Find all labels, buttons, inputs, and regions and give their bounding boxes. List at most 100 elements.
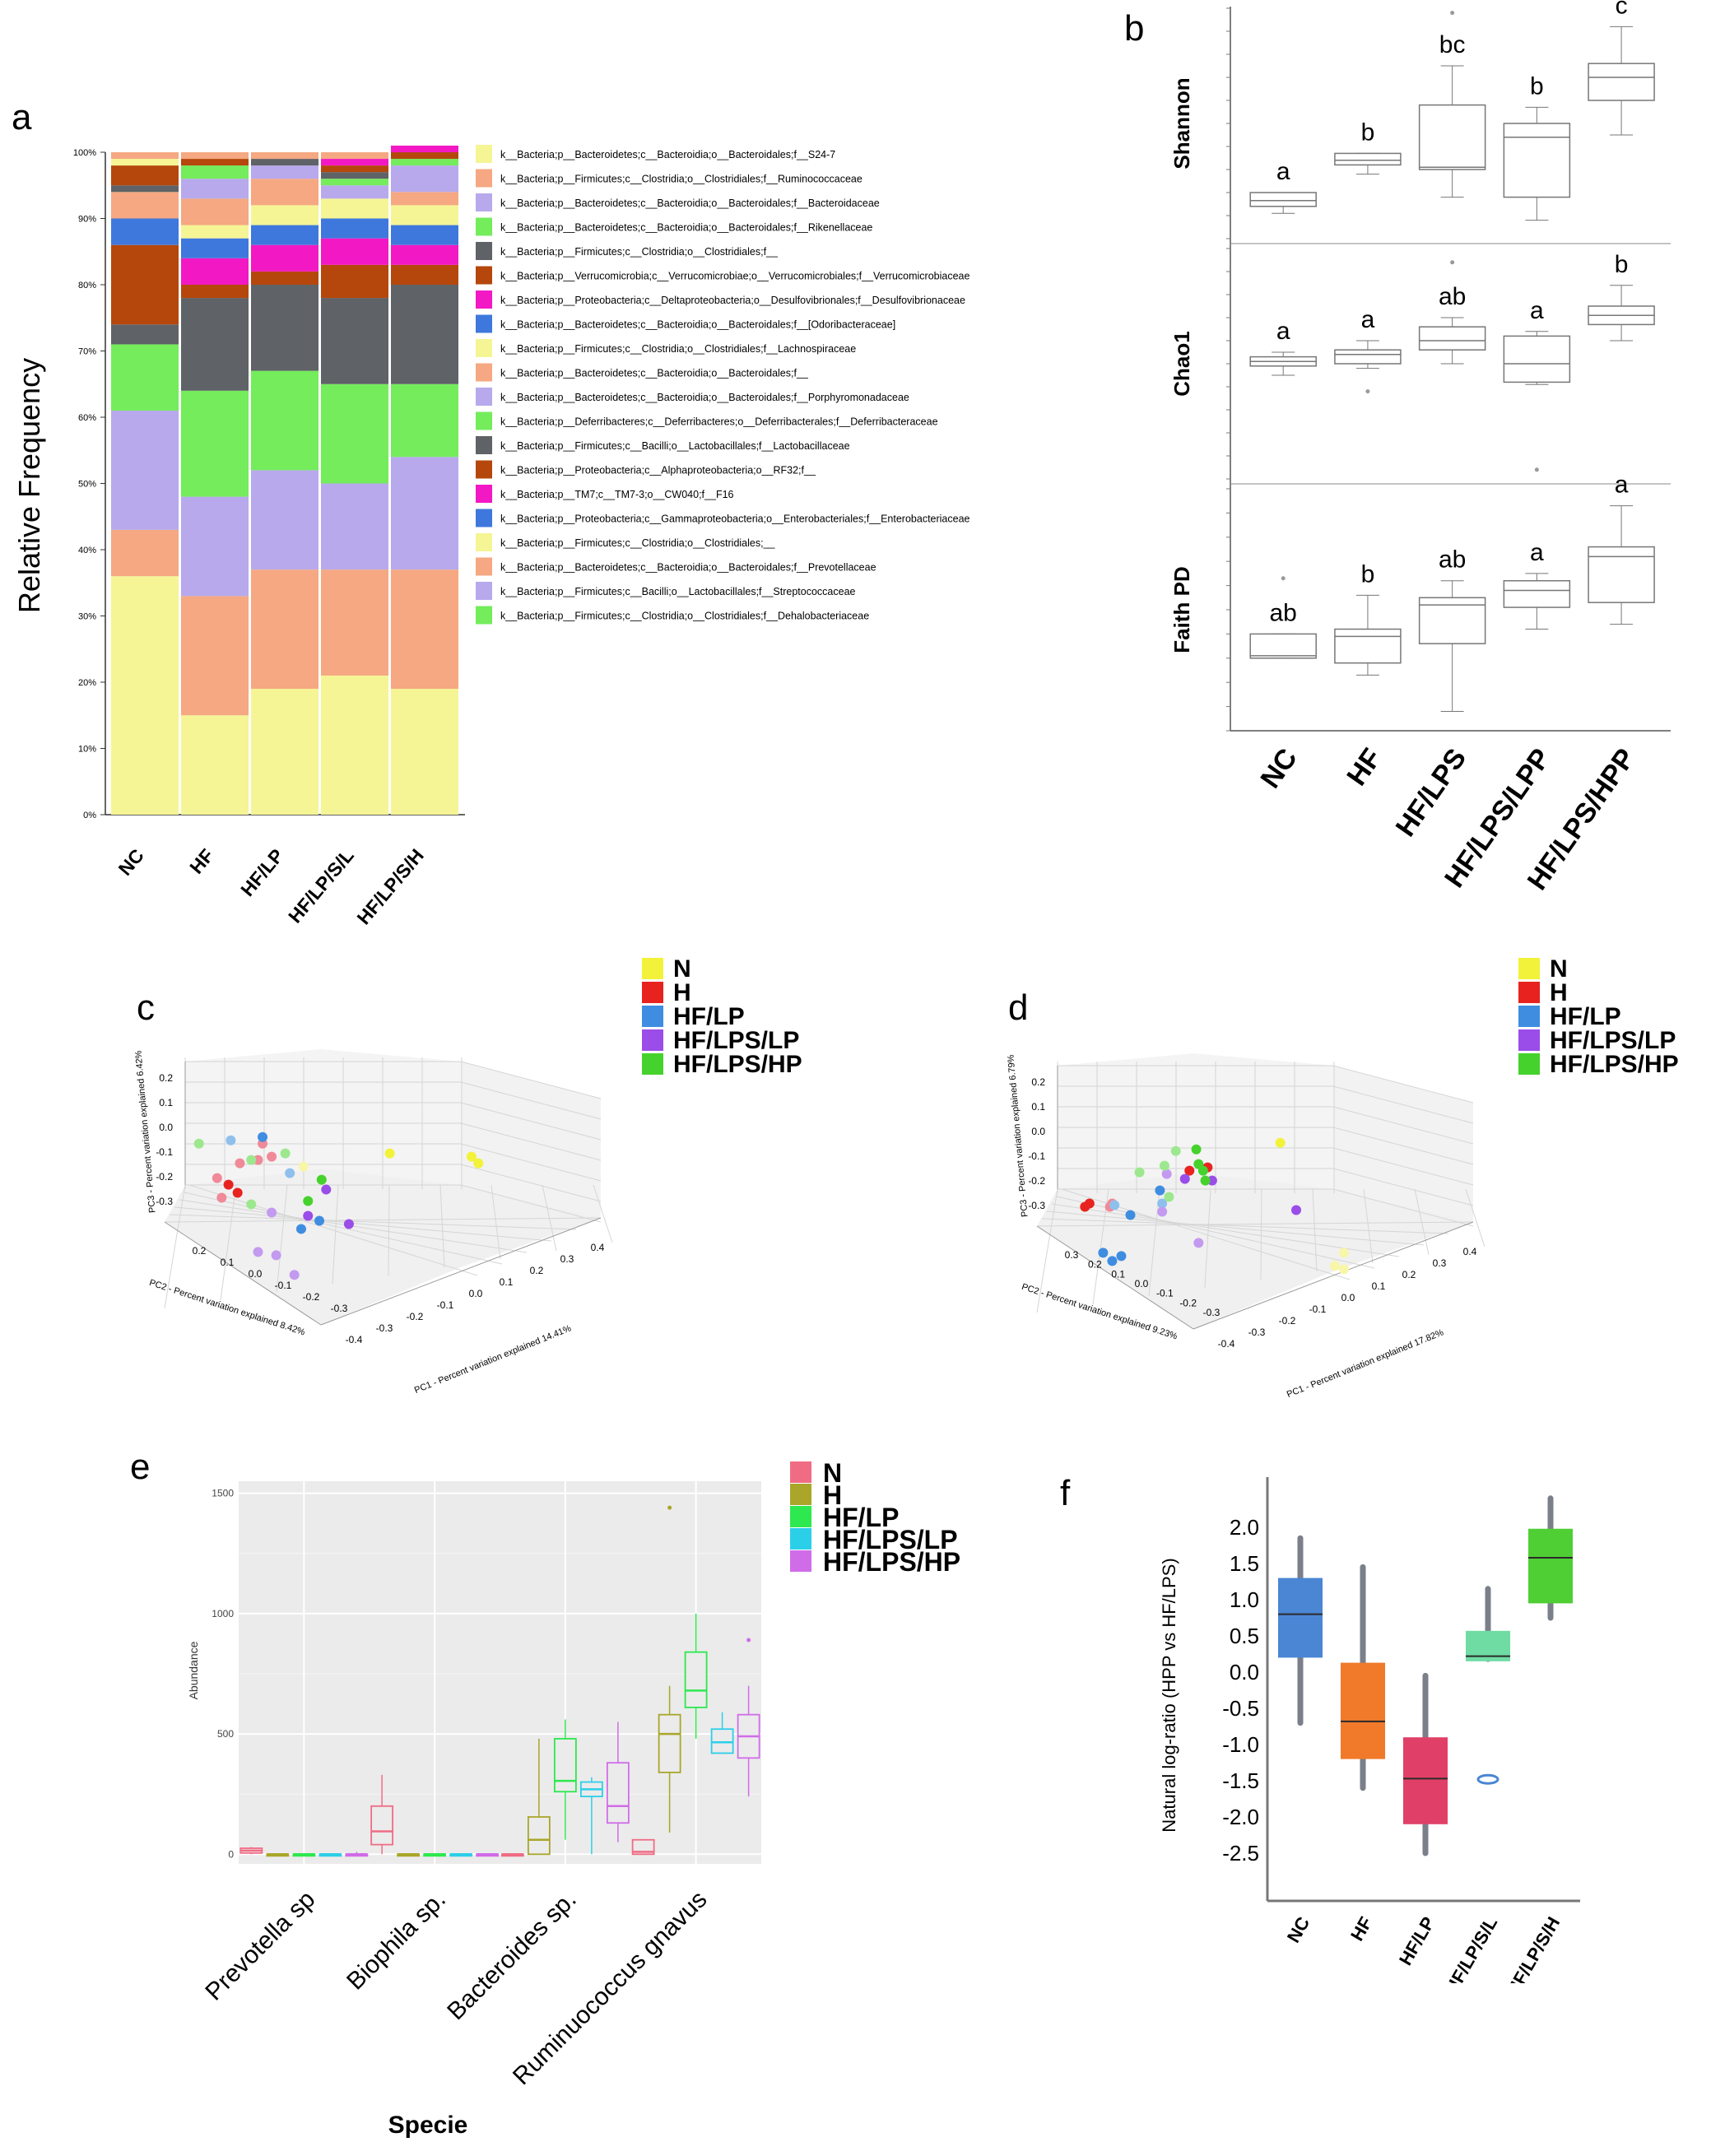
data-point [1125, 1210, 1136, 1220]
bar-segment [251, 159, 318, 166]
y-tick-label: 0% [83, 811, 96, 820]
legend-label: k__Bacteria;p__TM7;c__TM7-3;o__CW040;f__… [500, 489, 734, 500]
data-point [1107, 1256, 1118, 1266]
data-point [1159, 1160, 1169, 1171]
x-tick-label: 0.2 [530, 1265, 544, 1276]
legend-swatch [1518, 1029, 1540, 1051]
bar-segment [111, 529, 179, 577]
y-tick-label: 0.0 [1230, 1660, 1259, 1684]
panel-f-log-ratio-boxplot: 2.0 1.5 1.0 0.5 0.0 -0.5 -1.0 -1.5 -2.0 -2.5 Natur… [1136, 1457, 1597, 2000]
x-tick-label: 0.1 [1372, 1280, 1386, 1292]
data-point [1207, 1175, 1217, 1186]
y-tick-label: -0.5 [1222, 1696, 1259, 1721]
x-tick-label: -0.4 [1218, 1338, 1235, 1350]
x-category-label: HF [1341, 743, 1388, 792]
box [1528, 1528, 1573, 1604]
bar-segment [251, 165, 318, 179]
bar-segment [251, 225, 318, 245]
data-point [384, 1148, 395, 1159]
x-axis-title: Specie [388, 2112, 468, 2139]
grid-line [164, 1217, 602, 1223]
legend-swatch [476, 411, 492, 430]
panel-b-alpha-diversity-boxplots: Shannon a b bc b c Chao1 a a ab a b Faith PD ab b ab a a N… [1152, 0, 1687, 913]
pcoa-3d-svg-c: 0.2 0.1 0.0 -0.1 -0.2 -0.3 0.2 0.1 0.0 -0.1 -0.2 -0… [133, 955, 802, 1396]
bar-segment [391, 225, 458, 245]
bar-segment [181, 198, 249, 225]
legend-swatch [476, 388, 492, 406]
significance-letter: a [1530, 297, 1544, 324]
y-tick-label: 1.0 [1230, 1587, 1259, 1612]
box [1249, 192, 1317, 207]
bar-segment [391, 457, 458, 570]
bar-segment [111, 185, 179, 193]
grid-line [276, 1184, 288, 1293]
data-point [1179, 1173, 1190, 1184]
data-point [289, 1270, 300, 1280]
grid-line [1036, 1221, 1474, 1227]
grid-line [174, 1206, 552, 1242]
bar-segment [181, 238, 249, 258]
outlier-point [1450, 260, 1455, 265]
bar-segment [321, 569, 388, 676]
y-tick-label: -2.0 [1222, 1805, 1259, 1829]
data-point [295, 1224, 306, 1234]
outlier-point [1281, 576, 1286, 581]
data-point [285, 1168, 295, 1178]
bar-segment [251, 205, 318, 225]
x-category-label: HF/LP/S/L [284, 845, 358, 927]
x-tick-label: 0.0 [1341, 1292, 1355, 1303]
data-point [232, 1187, 243, 1198]
grid-line [460, 1102, 602, 1141]
bar-segment [321, 179, 388, 186]
legend-swatch [476, 145, 492, 163]
legend-label: k__Bacteria;p__Bacteroidetes;c__Bacteroi… [500, 562, 876, 574]
bar-segment [181, 715, 249, 815]
grid-line [1204, 1188, 1211, 1289]
y-tick-label: 0.5 [1230, 1624, 1259, 1648]
y-tick-label: 10% [78, 745, 96, 755]
x-tick-label: -0.3 [376, 1322, 393, 1334]
grid-line [1041, 1218, 1449, 1234]
y-tick-label: -0.3 [331, 1303, 348, 1314]
y-tick-label: 1500 [212, 1488, 234, 1499]
bar-segment [111, 576, 179, 815]
grid-line [1332, 1065, 1474, 1104]
y-axis-title: Shannon [1169, 77, 1194, 169]
x-category-label: Biophila sp. [342, 1886, 451, 1996]
y-tick-label: 500 [217, 1728, 234, 1740]
data-point [258, 1131, 268, 1142]
data-point [271, 1250, 281, 1261]
grid-line [460, 1164, 602, 1202]
grid-line [1332, 1168, 1474, 1206]
box [527, 1816, 551, 1856]
y-axis-title: Faith PD [1169, 566, 1194, 653]
legend-swatch [642, 982, 663, 1003]
box [1341, 1662, 1385, 1759]
bar-segment [391, 159, 458, 166]
legend-label: k__Bacteria;p__Firmicutes;c__Bacilli;o__… [500, 440, 850, 452]
floor-plane [165, 1169, 601, 1325]
y-tick-label: 60% [78, 413, 96, 423]
legend-label: HF/LPS/HP [673, 1051, 802, 1078]
x-category-label: HF [1346, 1913, 1376, 1945]
data-point [343, 1219, 354, 1229]
x-category-label: Bacteroides sp. [442, 1886, 582, 2026]
x-tick-label: -0.1 [1309, 1303, 1327, 1315]
grid-line [332, 1184, 339, 1285]
bar-segment [391, 145, 458, 152]
bar-segment [111, 324, 179, 345]
data-point [1157, 1206, 1168, 1217]
data-point [1109, 1200, 1120, 1210]
axis-edge [164, 1221, 322, 1326]
bar-segment [181, 179, 249, 199]
legend-swatch [642, 958, 663, 979]
x-tick-label: 0.3 [560, 1253, 574, 1265]
legend-label: k__Bacteria;p__Proteobacteria;c__Deltapr… [500, 295, 965, 306]
bar-segment [111, 344, 179, 411]
x-tick-label: -0.2 [1279, 1315, 1296, 1327]
significance-letter: ab [1270, 599, 1297, 626]
data-point [1191, 1144, 1202, 1155]
y-tick-label: -0.1 [1156, 1288, 1174, 1299]
box [1503, 579, 1571, 608]
legend-label: k__Bacteria;p__Firmicutes;c__Clostridia;… [500, 537, 776, 549]
